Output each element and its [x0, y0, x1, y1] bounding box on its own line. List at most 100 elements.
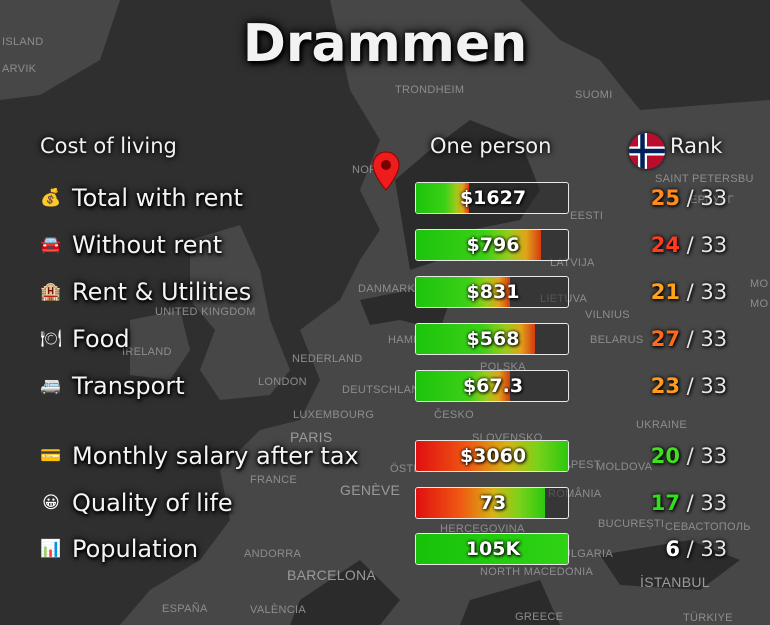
- value-bar: $3060: [415, 440, 569, 472]
- bar-fill: [416, 324, 535, 354]
- map-label: ANDORRA: [244, 548, 301, 560]
- row-label: 🏨 Rent & Utilities: [38, 276, 251, 308]
- bar-value: $1627: [459, 187, 527, 209]
- category-label: Quality of life: [72, 489, 233, 517]
- map-label: TRONDHEIM: [395, 84, 464, 96]
- row-label: 💳 Monthly salary after tax: [38, 440, 359, 472]
- rank-value: 25 / 33: [636, 182, 746, 214]
- rank-header: Rank: [670, 134, 723, 158]
- map-label: BULGARIA: [555, 548, 613, 560]
- map-label: PARIS: [290, 429, 332, 445]
- category-label: Total with rent: [72, 184, 243, 212]
- map-label: İSTANBUL: [640, 573, 710, 590]
- smiley-icon: 😀: [42, 493, 60, 513]
- bar-fill: [416, 230, 541, 260]
- bar-value: $796: [466, 234, 520, 256]
- bar-value: $67.3: [462, 375, 524, 397]
- row-label: 🚘 Without rent: [38, 229, 222, 261]
- bus-icon: 🚐: [40, 376, 62, 396]
- value-bar: 105K: [415, 533, 569, 565]
- map-label: ESPAÑA: [162, 602, 208, 615]
- map-label: IRELAND: [122, 346, 172, 358]
- rank-value: 20 / 33: [636, 440, 746, 472]
- rank-number: 23: [650, 374, 680, 398]
- category-label: Food: [72, 325, 130, 353]
- rank-value: 6 / 33: [636, 533, 746, 565]
- bar-value: $568: [466, 328, 520, 350]
- map-label: MO: [750, 298, 768, 310]
- rank-number: 25: [650, 186, 680, 210]
- map-label: VALÈNCIA: [250, 603, 306, 616]
- bar-value: $3060: [459, 445, 527, 467]
- map-label: NORTH MACEDONIA: [480, 566, 593, 578]
- rank-total: / 33: [680, 233, 728, 257]
- credit-card-icon: 💳: [40, 446, 62, 466]
- map-label: ÖSTE: [390, 463, 421, 475]
- rank-number: 17: [650, 491, 680, 515]
- bar-value: $831: [466, 281, 520, 303]
- norway-flag-icon: [629, 133, 665, 169]
- bar-fill: [416, 277, 511, 307]
- rank-value: 27 / 33: [636, 323, 746, 355]
- map-label: SUOMI: [575, 89, 613, 101]
- map-label: BARCELONA: [287, 567, 376, 583]
- map-label: GENÈVE: [340, 482, 400, 498]
- category-label: Monthly salary after tax: [72, 442, 359, 470]
- rank-value: 17 / 33: [636, 487, 746, 519]
- map-label: LUXEMBOURG: [293, 409, 374, 421]
- map-label: ARVIK: [2, 63, 37, 75]
- map-label: BUCUREȘTI: [598, 518, 664, 530]
- map-label: DANMARK: [358, 283, 415, 295]
- rank-total: / 33: [680, 280, 728, 304]
- one-person-header: One person: [430, 134, 552, 158]
- city-title: Drammen: [242, 14, 528, 74]
- rank-number: 24: [650, 233, 680, 257]
- value-bar: $796: [415, 229, 569, 261]
- map-label: MOLDOVA: [596, 461, 653, 473]
- bar-fill: [416, 488, 546, 518]
- rank-value: 21 / 33: [636, 276, 746, 308]
- bar-fill: [416, 183, 470, 213]
- map-label: FRANCE: [250, 474, 297, 486]
- bar-fill: [416, 371, 511, 401]
- location-pin-icon: [372, 151, 400, 191]
- bar-fill: [416, 441, 568, 471]
- building-icon: 🏨: [40, 282, 62, 302]
- map-label: ČESKO: [434, 408, 474, 421]
- map-label: UKRAINE: [636, 419, 687, 431]
- bar-value: 105K: [465, 538, 521, 560]
- map-label: ЕРБУРГ: [690, 194, 734, 206]
- map-label: LONDON: [258, 376, 307, 388]
- rank-number: 6: [665, 537, 680, 561]
- value-bar: 73: [415, 487, 569, 519]
- map-label: HERCEGOVINA: [440, 523, 525, 535]
- cost-of-living-header: Cost of living: [40, 134, 177, 158]
- bar-fill: [416, 534, 568, 564]
- map-label: SAINT PETERSBU: [655, 173, 754, 185]
- value-bar: $568: [415, 323, 569, 355]
- map-label: ISLAND: [2, 36, 44, 48]
- map-label: DEUTSCHLAND: [342, 384, 428, 396]
- rank-total: / 33: [680, 327, 728, 351]
- rank-value: 24 / 33: [636, 229, 746, 261]
- map-label: NOR: [352, 164, 377, 176]
- row-label: 🚐 Transport: [38, 370, 184, 402]
- money-bag-icon: 💰: [40, 188, 62, 208]
- value-bar: $831: [415, 276, 569, 308]
- value-bar: $67.3: [415, 370, 569, 402]
- car-icon: 🚘: [40, 235, 62, 255]
- rank-total: / 33: [680, 537, 728, 561]
- map-label: NEDERLAND: [292, 353, 363, 365]
- row-label: 📊 Population: [38, 533, 198, 565]
- category-label: Population: [72, 535, 199, 563]
- bar-chart-icon: 📊: [40, 539, 62, 559]
- map-label: MO: [750, 278, 768, 290]
- rank-number: 20: [650, 444, 680, 468]
- bar-value: 73: [479, 492, 507, 514]
- map-label: UNITED KINGDOM: [155, 306, 256, 318]
- map-label: СЕВАСТОПОЛЬ: [665, 521, 751, 533]
- map-label: BELARUS: [590, 334, 643, 346]
- rank-value: 23 / 33: [636, 370, 746, 402]
- category-label: Without rent: [72, 231, 223, 259]
